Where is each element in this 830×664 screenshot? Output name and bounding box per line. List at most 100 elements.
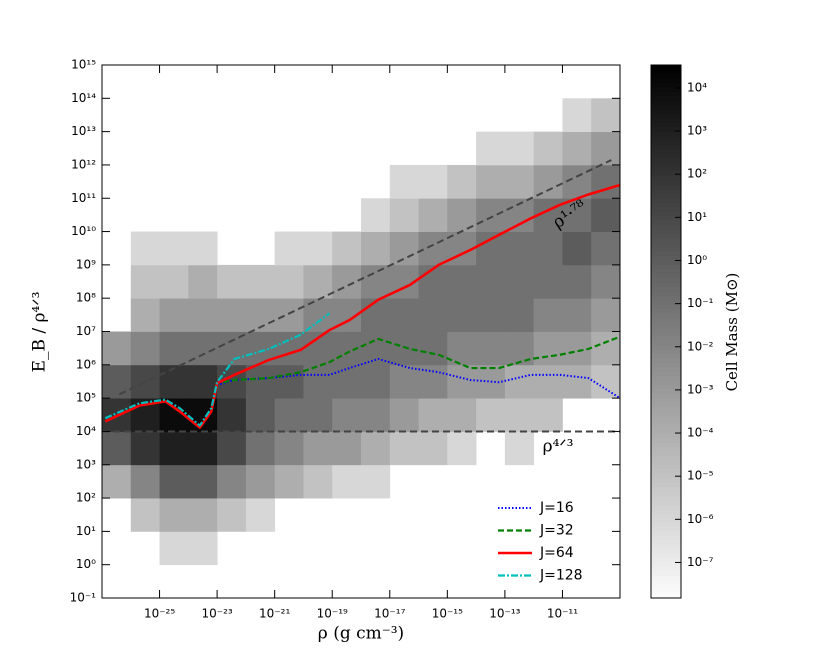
- heatmap-cell: [188, 364, 218, 399]
- heatmap-cell: [476, 264, 506, 299]
- colorbar-segment: [651, 113, 681, 119]
- heatmap-cell: [245, 464, 276, 499]
- colorbar-segment: [651, 127, 681, 133]
- heatmap-cell: [591, 298, 621, 332]
- heatmap-cell: [504, 131, 535, 166]
- colorbar-segment: [651, 87, 681, 93]
- colorbar-segment: [651, 140, 681, 146]
- colorbar-segment: [651, 553, 681, 559]
- colorbar-segment: [651, 184, 681, 190]
- heatmap-cell: [102, 464, 132, 499]
- heatmap-cell: [130, 464, 160, 499]
- heatmap-cell: [130, 498, 160, 532]
- heatmap-cell: [504, 264, 535, 299]
- colorbar-segment: [651, 349, 681, 355]
- heatmap-cell: [389, 398, 419, 432]
- y-tick-label: 10¹⁴: [71, 91, 96, 105]
- colorbar-tick-label: 10¹: [687, 210, 707, 224]
- colorbar-segment: [651, 167, 681, 173]
- y-tick-label: 10¹⁰: [71, 224, 96, 238]
- colorbar-segment: [651, 162, 681, 168]
- x-tick-label: 10⁻¹⁹: [317, 607, 348, 621]
- heatmap-cell: [504, 431, 535, 466]
- heatmap-cell: [245, 398, 276, 432]
- heatmap-cell: [418, 331, 448, 366]
- reference-line: [118, 159, 612, 396]
- heatmap-cell: [159, 498, 189, 532]
- y-tick-label: 10⁹: [76, 257, 96, 271]
- colorbar-segment: [651, 158, 681, 164]
- colorbar-segment: [651, 491, 681, 497]
- colorbar-segment: [651, 149, 681, 155]
- y-axis-label: E_B / ρ⁴ᐟ³: [30, 292, 50, 373]
- heatmap-cell: [591, 231, 621, 266]
- heatmap-cell: [591, 198, 621, 232]
- colorbar-segment: [651, 486, 681, 492]
- heatmap-cell: [159, 464, 189, 499]
- legend-label: J=32: [539, 523, 574, 539]
- heatmap-cell: [130, 264, 160, 299]
- colorbar-segment: [651, 96, 681, 102]
- heatmap-cell: [303, 264, 333, 299]
- heatmap-cell: [159, 298, 189, 332]
- colorbar-segment: [651, 229, 681, 235]
- colorbar-segment: [651, 193, 681, 199]
- heatmap-cell: [504, 364, 535, 399]
- colorbar-segment: [651, 247, 681, 253]
- colorbar-segment: [651, 216, 681, 221]
- heatmap-cell: [476, 298, 506, 332]
- colorbar-segment: [651, 109, 681, 115]
- heatmap-cell: [389, 364, 419, 399]
- y-tick-label: 10¹: [76, 524, 96, 538]
- heatmap-cell: [591, 331, 621, 366]
- heatmap-cell: [274, 264, 304, 299]
- colorbar-segment: [651, 451, 681, 457]
- colorbar-segment: [651, 402, 681, 408]
- heatmap-cell: [533, 331, 563, 366]
- heatmap-cell: [418, 164, 448, 199]
- colorbar-segment: [651, 198, 681, 204]
- x-tick-label: 10⁻¹⁷: [374, 607, 405, 621]
- colorbar-segment: [651, 531, 681, 537]
- y-tick-label: 10⁻¹: [70, 591, 97, 605]
- colorbar-tick-label: 10⁻²: [687, 339, 714, 353]
- heatmap-cell: [361, 464, 391, 499]
- heatmap-cell: [245, 364, 276, 399]
- colorbar-segment: [651, 322, 681, 328]
- colorbar-segment: [651, 202, 681, 208]
- colorbar-segment: [651, 82, 681, 88]
- heatmap-cell: [159, 231, 189, 266]
- colorbar-segment: [651, 575, 681, 581]
- colorbar-segment: [651, 469, 681, 475]
- y-tick-label: 10¹¹: [71, 191, 96, 205]
- colorbar-segment: [651, 367, 681, 372]
- colorbar-segment: [651, 460, 681, 466]
- colorbar-segment: [651, 478, 681, 484]
- heatmap-cell: [245, 498, 276, 532]
- colorbar-segment: [651, 273, 681, 279]
- colorbar-segment: [651, 224, 681, 230]
- heatmap-cell: [418, 231, 448, 266]
- y-tick-label: 10⁷: [76, 324, 96, 338]
- colorbar-tick-label: 10⁴: [687, 80, 707, 94]
- heatmap-cell: [130, 431, 160, 466]
- heatmap-cell: [217, 398, 247, 432]
- colorbar-tick-label: 10⁻⁶: [687, 512, 714, 526]
- colorbar-segment: [651, 100, 681, 106]
- x-tick-label: 10⁻¹³: [489, 607, 520, 621]
- heatmap-cell: [361, 264, 391, 299]
- heatmap-cell: [447, 398, 477, 432]
- heatmap-cell: [188, 464, 218, 499]
- colorbar-segment: [651, 255, 681, 261]
- heatmap-cell: [447, 431, 477, 466]
- heatmap-cell: [562, 131, 592, 166]
- colorbar-segment: [651, 353, 681, 359]
- legend-label: J=16: [539, 500, 574, 516]
- colorbar-segment: [651, 122, 681, 128]
- colorbar-segment: [651, 180, 681, 186]
- heatmap-cell: [389, 298, 419, 332]
- x-tick-label: 10⁻²⁵: [144, 607, 175, 621]
- colorbar-segment: [651, 584, 681, 590]
- colorbar-segment: [651, 549, 681, 555]
- colorbar-segment: [651, 407, 681, 412]
